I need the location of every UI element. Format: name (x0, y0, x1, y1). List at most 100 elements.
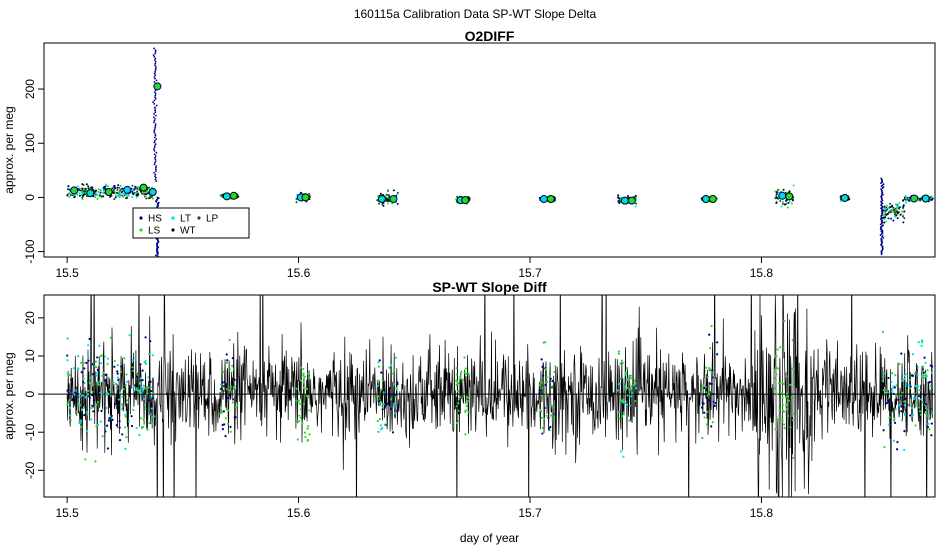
spike-point (154, 57, 157, 60)
data-point (902, 206, 905, 209)
cluster-point (887, 400, 890, 404)
cluster-point (890, 380, 893, 383)
data-point (104, 185, 107, 188)
cluster-point (632, 383, 636, 387)
data-point (894, 203, 897, 206)
cluster-point (705, 391, 708, 394)
cluster-point (389, 393, 392, 397)
data-point (386, 202, 389, 205)
spike-point (154, 94, 157, 97)
spike-point (880, 182, 882, 185)
cluster-point (779, 391, 782, 394)
cluster-point (792, 378, 795, 382)
cluster-point (711, 369, 714, 372)
y-tick-label: 200 (23, 79, 37, 99)
cluster-point (75, 392, 78, 395)
cluster-point (882, 429, 885, 432)
spike-point (153, 141, 156, 144)
cluster-point (634, 400, 637, 403)
data-point (885, 204, 888, 207)
cluster-point (102, 371, 105, 375)
cluster-point (617, 352, 621, 355)
spike-point (153, 150, 156, 152)
cluster-point (909, 385, 912, 388)
cluster-point (377, 430, 380, 433)
data-point (626, 195, 629, 198)
data-point (105, 183, 108, 186)
data-point (889, 211, 892, 214)
figure-suptitle: 160115a Calibration Data SP-WT Slope Del… (353, 7, 597, 21)
cluster-point (706, 375, 709, 379)
cluster-point (457, 402, 460, 405)
cluster-point (914, 396, 918, 399)
cluster-point (702, 393, 706, 396)
data-point (919, 199, 922, 202)
plot-frame (43, 42, 936, 258)
data-point (124, 197, 127, 200)
cluster-point (130, 368, 133, 371)
spike-point (153, 102, 156, 105)
cluster-point (900, 405, 903, 408)
data-point (116, 186, 119, 189)
cluster-point (116, 376, 119, 379)
spike-point (153, 59, 156, 62)
x-tick-label: 15.8 (750, 506, 774, 520)
cluster-point (78, 395, 81, 398)
cluster-point (298, 414, 301, 417)
cluster-point (227, 422, 230, 425)
cluster-point (709, 400, 712, 403)
cluster-point (229, 425, 232, 429)
spike-point (882, 186, 885, 188)
data-point (83, 190, 86, 193)
cluster-point (85, 361, 88, 364)
spike-point (154, 74, 157, 77)
cluster-point (138, 433, 141, 437)
data-point (119, 184, 122, 187)
data-point (136, 189, 139, 192)
slope-diff-line (66, 295, 934, 497)
data-point (894, 211, 897, 214)
data-point (455, 198, 458, 201)
mean-marker (910, 194, 919, 203)
cluster-point (466, 399, 469, 403)
spike-point (154, 77, 156, 80)
cluster-point (464, 433, 467, 436)
data-point (775, 200, 778, 203)
cluster-point (887, 423, 891, 426)
cluster-point (81, 409, 84, 412)
spike-point (155, 180, 158, 183)
cluster-point (628, 395, 631, 398)
cluster-point (144, 336, 147, 339)
spike-point (154, 139, 156, 142)
mean-marker (708, 195, 717, 204)
cluster-point (78, 421, 81, 424)
cluster-point (926, 425, 929, 429)
spike-point (154, 114, 157, 117)
data-point (104, 187, 107, 190)
cluster-point (222, 410, 225, 413)
cluster-point (778, 409, 781, 412)
cluster-point (542, 341, 545, 344)
cluster-point (706, 398, 709, 401)
data-point (387, 193, 390, 196)
cluster-point (624, 371, 628, 374)
spike-point (153, 136, 156, 139)
cluster-point (228, 389, 231, 392)
cluster-point (921, 375, 924, 378)
cluster-point (144, 360, 147, 363)
cluster-point (908, 379, 911, 382)
cluster-point (92, 399, 95, 402)
cluster-point (137, 389, 141, 392)
data-point (904, 199, 907, 202)
cluster-point (455, 405, 458, 408)
cluster-point (225, 387, 228, 391)
cluster-point (118, 420, 121, 423)
cluster-point (713, 404, 717, 407)
y-tick-label: 0 (23, 390, 37, 397)
cluster-point (903, 400, 906, 403)
cluster-point (554, 413, 557, 416)
cluster-point (148, 399, 151, 402)
cluster-point (299, 416, 302, 419)
spike-point (154, 178, 157, 181)
cluster-point (96, 356, 99, 359)
